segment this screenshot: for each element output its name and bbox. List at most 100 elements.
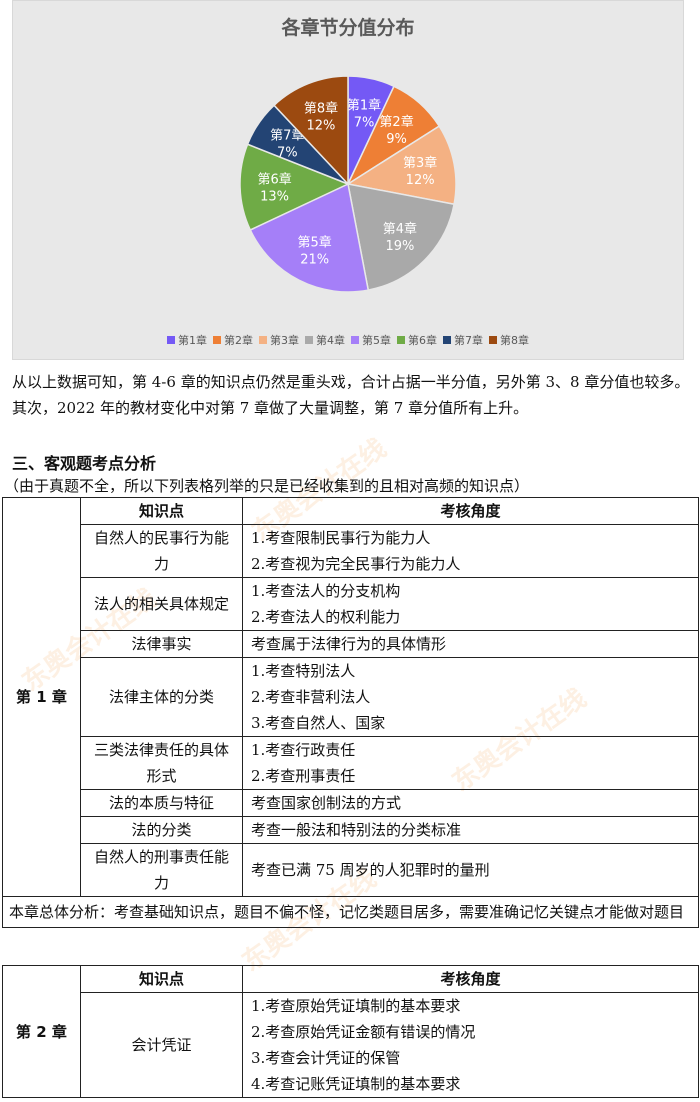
section-note: （由于真题不全，所以下列表格列举的只是已经收集到的且相对高频的知识点） bbox=[4, 477, 530, 495]
legend-label: 第1章 bbox=[178, 334, 207, 347]
assessment-angle-item: 考查属于法律行为的具体情形 bbox=[251, 635, 447, 653]
section-title: 三、客观题考点分析 bbox=[12, 454, 157, 473]
column-header: 考核角度 bbox=[242, 965, 699, 993]
legend-label: 第4章 bbox=[316, 334, 345, 347]
pie-slice bbox=[347, 183, 455, 291]
slice-category-label: 第7章 bbox=[270, 128, 304, 144]
assessment-angle-cell: 考查属于法律行为的具体情形 bbox=[242, 630, 699, 658]
legend-swatch bbox=[167, 336, 175, 344]
legend-label: 第2章 bbox=[224, 334, 253, 347]
assessment-angle-item: 1.考查原始凭证填制的基本要求 bbox=[251, 997, 461, 1015]
table-row: 法的分类 考查一般法和特别法的分类标准 bbox=[3, 816, 699, 844]
assessment-angle-cell: 考查已满 75 周岁的人犯罪时的量刑 bbox=[242, 843, 699, 897]
slice-category-label: 第5章 bbox=[298, 234, 332, 250]
chapter-1-table: 第 1 章知识点 考核角度 自然人的民事行为能力 1.考查限制民事行为能力人 2.考查视… bbox=[2, 497, 699, 928]
assessment-angle-cell: 1.考查法人的分支机构 2.考查法人的权利能力 bbox=[242, 577, 699, 631]
slice-category-label: 第8章 bbox=[304, 101, 338, 117]
assessment-angle-item: 2.考查刑事责任 bbox=[251, 767, 356, 785]
legend-item: 第5章 bbox=[351, 332, 391, 348]
knowledge-point-cell: 法律主体的分类 bbox=[80, 657, 243, 737]
assessment-angle-item: 2.考查非营利法人 bbox=[251, 688, 371, 706]
knowledge-point-cell: 自然人的刑事责任能力 bbox=[80, 843, 243, 897]
slice-category-label: 第3章 bbox=[403, 155, 437, 171]
column-header: 知识点 bbox=[80, 965, 243, 993]
column-header: 考核角度 bbox=[242, 497, 699, 525]
legend-item: 第6章 bbox=[397, 332, 437, 348]
table-header-row: 第 2 章知识点 考核角度 bbox=[2, 965, 699, 1098]
chart-legend: 第1章 第2章 第3章 第4章 第5章 第6章 第7章 第8章 bbox=[13, 332, 683, 348]
pie-slice bbox=[273, 75, 349, 186]
legend-swatch bbox=[305, 336, 313, 344]
table-row: 法人的相关具体规定 1.考查法人的分支机构 2.考查法人的权利能力 bbox=[3, 577, 699, 631]
legend-swatch bbox=[397, 336, 405, 344]
legend-swatch bbox=[489, 336, 497, 344]
legend-item: 第4章 bbox=[305, 332, 345, 348]
assessment-angle-item: 1.考查特别法人 bbox=[251, 662, 356, 680]
legend-item: 第2章 bbox=[213, 332, 253, 348]
slice-percent-label: 7% bbox=[354, 115, 375, 130]
chart-title: 各章节分值分布 bbox=[281, 17, 415, 39]
assessment-angle-cell: 1.考查原始凭证填制的基本要求 2.考查原始凭证金额有错误的情况 3.考查会计凭证的… bbox=[242, 992, 699, 1098]
legend-swatch bbox=[213, 336, 221, 344]
legend-item: 第1章 bbox=[167, 332, 207, 348]
legend-label: 第6章 bbox=[408, 334, 437, 347]
table-row: 自然人的刑事责任能力 考查已满 75 周岁的人犯罪时的量刑 bbox=[3, 843, 699, 897]
summary-row: 本章总体分析：考查基础知识点，题目不偏不怪，记忆类题目居多，需要准确记忆关键点才… bbox=[2, 896, 699, 928]
assessment-angle-item: 3.考查会计凭证的保管 bbox=[251, 1049, 401, 1067]
chapter-cell: 第 2 章 bbox=[2, 965, 81, 1098]
slice-percent-label: 21% bbox=[300, 252, 329, 267]
slice-percent-label: 9% bbox=[386, 132, 407, 147]
slice-percent-label: 7% bbox=[277, 146, 298, 161]
legend-item: 第8章 bbox=[489, 332, 529, 348]
legend-label: 第8章 bbox=[500, 334, 529, 347]
assessment-angle-cell: 考查一般法和特别法的分类标准 bbox=[242, 816, 699, 844]
legend-label: 第7章 bbox=[454, 334, 483, 347]
assessment-angle-cell: 1.考查行政责任 2.考查刑事责任 bbox=[242, 736, 699, 790]
pie-chart: 各章节分值分布 第1章 7% 第2章 9% 第3章 12% 第4章 19% 第5章 21% 第6章 1… bbox=[12, 0, 684, 360]
assessment-angle-cell: 考查国家创制法的方式 bbox=[242, 789, 699, 817]
pie-slice bbox=[249, 182, 370, 293]
assessment-angle-cell: 1.考查限制民事行为能力人 2.考查视为完全民事行为能力人 bbox=[242, 524, 699, 578]
column-header: 知识点 bbox=[80, 497, 243, 525]
assessment-angle-cell: 1.考查特别法人 2.考查非营利法人 3.考查自然人、国家 bbox=[242, 657, 699, 737]
legend-swatch bbox=[351, 336, 359, 344]
slice-percent-label: 19% bbox=[385, 239, 414, 254]
analysis-paragraph: 从以上数据可知，第 4-6 章的知识点仍然是重头戏，合计占据一半分值，另外第 3… bbox=[12, 373, 690, 417]
legend-label: 第5章 bbox=[362, 334, 391, 347]
pie-slice bbox=[345, 125, 457, 206]
slice-category-label: 第2章 bbox=[379, 114, 413, 130]
knowledge-point-cell: 法的分类 bbox=[80, 816, 243, 844]
knowledge-point-cell: 三类法律责任的具体形式 bbox=[80, 736, 243, 790]
chapter-cell: 第 1 章 bbox=[2, 497, 81, 897]
table-row: 法律事实 考查属于法律行为的具体情形 bbox=[3, 630, 699, 658]
table-row: 法的本质与特征 考查国家创制法的方式 bbox=[3, 789, 699, 817]
legend-swatch bbox=[443, 336, 451, 344]
assessment-angle-item: 1.考查限制民事行为能力人 bbox=[251, 529, 431, 547]
legend-swatch bbox=[259, 336, 267, 344]
assessment-angle-item: 3.考查自然人、国家 bbox=[251, 714, 386, 732]
pie-svg: 第1章 7% 第2章 9% 第3章 12% 第4章 19% 第5章 21% 第6章 13% 第7章 7% 第… bbox=[239, 75, 457, 293]
knowledge-point-cell: 法律事实 bbox=[80, 630, 243, 658]
assessment-angle-item: 考查已满 75 周岁的人犯罪时的量刑 bbox=[251, 861, 490, 879]
slice-category-label: 第6章 bbox=[257, 171, 291, 187]
assessment-angle-item: 2.考查原始凭证金额有错误的情况 bbox=[251, 1023, 476, 1041]
table-row: 法律主体的分类 1.考查特别法人 2.考查非营利法人 3.考查自然人、国家 bbox=[3, 657, 699, 737]
legend-item: 第7章 bbox=[443, 332, 483, 348]
knowledge-point-cell: 会计凭证 bbox=[80, 992, 243, 1098]
legend-label: 第3章 bbox=[270, 334, 299, 347]
assessment-angle-item: 考查国家创制法的方式 bbox=[251, 794, 402, 812]
slice-percent-label: 13% bbox=[260, 189, 289, 204]
assessment-angle-item: 2.考查法人的权利能力 bbox=[251, 608, 401, 626]
slice-category-label: 第1章 bbox=[347, 97, 381, 113]
assessment-angle-item: 1.考查行政责任 bbox=[251, 741, 356, 759]
chapter-2-table: 第 2 章知识点 考核角度 会计凭证 1.考查原始凭证填制的基本要求 2.考查原始凭证金… bbox=[2, 965, 699, 1098]
knowledge-point-cell: 法的本质与特征 bbox=[80, 789, 243, 817]
knowledge-point-cell: 自然人的民事行为能力 bbox=[80, 524, 243, 578]
table-row: 会计凭证 1.考查原始凭证填制的基本要求 2.考查原始凭证金额有错误的情况 3.考查会… bbox=[3, 992, 699, 1098]
chapter-summary: 本章总体分析：考查基础知识点，题目不偏不怪，记忆类题目居多，需要准确记忆关键点才… bbox=[2, 896, 699, 928]
pie-slice bbox=[239, 143, 350, 231]
assessment-angle-item: 2.考查视为完全民事行为能力人 bbox=[251, 555, 461, 573]
table-header-row: 第 1 章知识点 考核角度 bbox=[2, 497, 699, 897]
table-row: 三类法律责任的具体形式 1.考查行政责任 2.考查刑事责任 bbox=[3, 736, 699, 790]
legend-item: 第3章 bbox=[259, 332, 299, 348]
